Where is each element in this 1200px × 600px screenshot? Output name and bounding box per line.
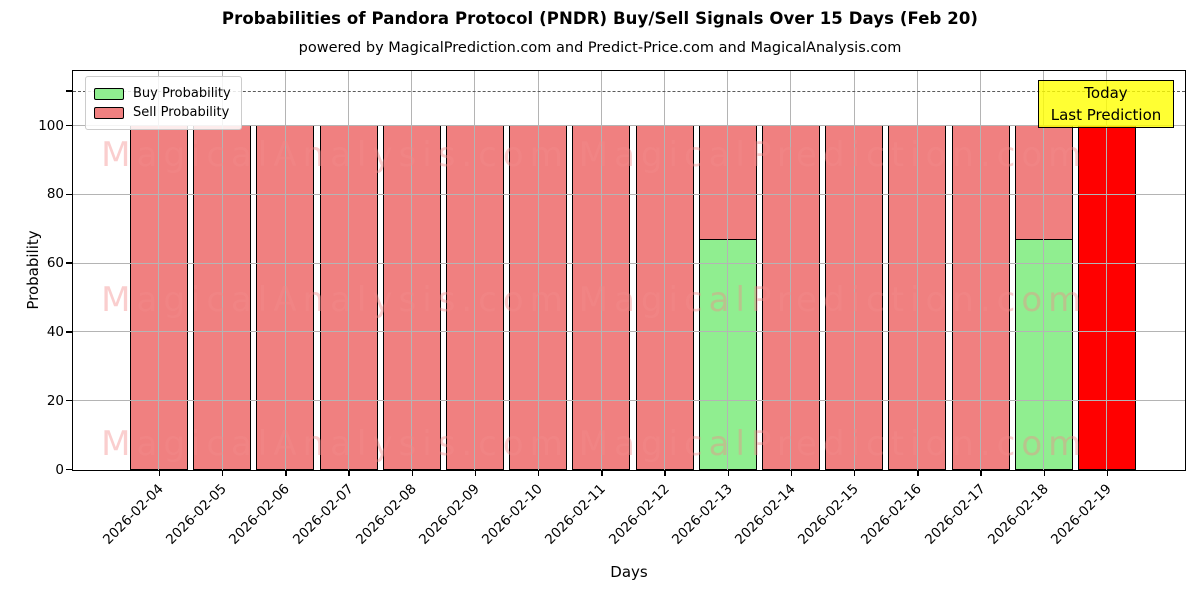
h-gridline xyxy=(73,125,1185,126)
x-tick-mark xyxy=(980,471,982,476)
x-tick-mark xyxy=(1043,471,1045,476)
y-tick-mark xyxy=(66,262,72,264)
x-tick-label-date: 2026-02-18 xyxy=(984,481,1052,548)
x-tick-label-date: 2026-02-12 xyxy=(605,481,673,548)
y-tick-mark xyxy=(66,468,72,471)
v-gridline xyxy=(221,71,223,470)
y-tick-mark xyxy=(66,193,72,195)
y-tick-label: 0 xyxy=(55,461,64,478)
x-tick-label-date: 2026-02-08 xyxy=(352,481,420,548)
v-gridline xyxy=(1043,71,1045,470)
x-tick-label-date: 2026-02-15 xyxy=(795,481,863,548)
x-tick-label-date: 2026-02-05 xyxy=(163,481,231,548)
x-tick-mark xyxy=(348,471,350,476)
h-gridline xyxy=(73,193,1185,195)
h-gridline xyxy=(73,400,1185,402)
watermark-text: MagicalAnalysis.com xyxy=(101,424,569,464)
x-tick-mark xyxy=(411,471,413,476)
v-gridline xyxy=(158,71,160,470)
today-annotation-line2: Last Prediction xyxy=(1050,106,1162,124)
y-tick-label: 40 xyxy=(46,323,64,340)
x-tick-mark xyxy=(158,471,161,476)
x-tick-label-date: 2026-02-06 xyxy=(226,481,294,548)
legend: Buy Probability Sell Probability xyxy=(85,76,242,130)
h-gridline xyxy=(73,262,1185,264)
x-tick-label-date: 2026-02-19 xyxy=(1048,481,1115,548)
dashed-threshold-line xyxy=(73,90,1185,92)
y-tick-label: 80 xyxy=(46,186,64,203)
x-tick-mark xyxy=(285,471,287,476)
x-tick-mark xyxy=(222,471,224,476)
v-gridline xyxy=(1106,71,1108,470)
y-tick-mark xyxy=(66,331,72,333)
x-tick-mark xyxy=(854,471,856,476)
x-tick-mark xyxy=(538,471,540,476)
x-tick-label-date: 2026-02-09 xyxy=(416,481,483,548)
x-tick-label-date: 2026-02-04 xyxy=(100,481,167,548)
x-tick-label-date: 2026-02-07 xyxy=(289,481,357,548)
buy-probability-swatch-icon xyxy=(94,87,124,100)
x-tick-mark xyxy=(1106,471,1109,476)
x-tick-label-date: 2026-02-17 xyxy=(921,481,989,548)
x-tick-label-date: 2026-02-11 xyxy=(542,481,610,548)
v-gridline xyxy=(347,71,349,470)
x-tick-mark xyxy=(601,471,603,476)
v-gridline xyxy=(600,71,602,470)
legend-label-buy: Buy Probability xyxy=(133,86,231,101)
y-tick-mark xyxy=(66,124,72,127)
x-tick-mark xyxy=(727,471,729,476)
x-tick-label-date: 2026-02-14 xyxy=(732,481,799,548)
v-gridline xyxy=(663,71,665,470)
x-tick-label-date: 2026-02-16 xyxy=(858,481,926,548)
h-gridline xyxy=(73,331,1185,333)
y-tick-label: 20 xyxy=(46,392,64,409)
watermark-text: MagicalPrediction.com xyxy=(578,135,1088,175)
legend-item-buy: Buy Probability xyxy=(94,85,231,102)
x-tick-label-date: 2026-02-13 xyxy=(668,481,736,548)
x-axis-title: Days xyxy=(610,563,648,581)
v-gridline xyxy=(411,71,413,470)
v-gridline xyxy=(979,71,981,470)
sell-probability-swatch-icon xyxy=(94,106,124,119)
x-tick-mark xyxy=(664,471,666,476)
x-tick-mark xyxy=(790,471,793,476)
watermark-text: MagicalPrediction.com xyxy=(578,424,1088,464)
v-gridline xyxy=(474,71,476,470)
legend-item-sell: Sell Probability xyxy=(94,104,231,121)
watermark-text: MagicalAnalysis.com xyxy=(101,280,569,320)
y-tick-mark-110 xyxy=(66,90,72,92)
v-gridline xyxy=(790,71,792,470)
x-tick-mark xyxy=(474,471,477,476)
v-gridline xyxy=(284,71,286,470)
chart-title: Probabilities of Pandora Protocol (PNDR)… xyxy=(221,9,979,28)
plot-area xyxy=(72,70,1186,471)
v-gridline xyxy=(727,71,729,470)
watermark-text: MagicalAnalysis.com xyxy=(101,135,569,175)
today-annotation-line1: Today xyxy=(1084,84,1128,102)
x-tick-label-date: 2026-02-10 xyxy=(479,481,547,548)
v-gridline xyxy=(853,71,855,470)
legend-label-sell: Sell Probability xyxy=(133,105,230,120)
v-gridline xyxy=(916,71,918,470)
watermark-text: MagicalPrediction.com xyxy=(578,280,1088,320)
chart-subtitle: powered by MagicalPrediction.com and Pre… xyxy=(298,40,902,56)
y-tick-label: 60 xyxy=(46,255,64,272)
y-tick-mark xyxy=(66,400,72,402)
y-tick-label: 100 xyxy=(38,117,64,134)
today-annotation: Today Last Prediction xyxy=(1038,80,1174,128)
v-gridline xyxy=(537,71,539,470)
x-tick-mark xyxy=(917,471,919,476)
